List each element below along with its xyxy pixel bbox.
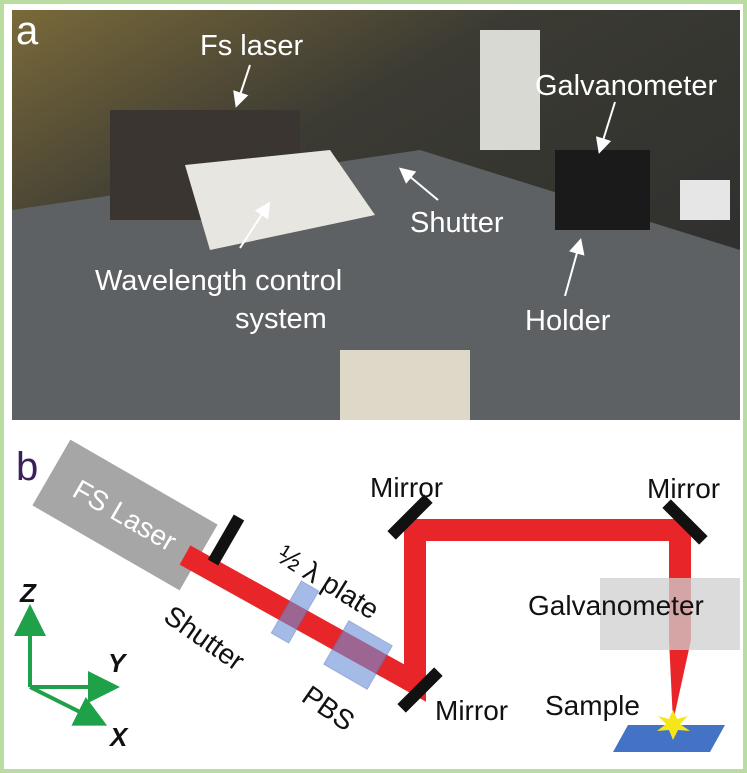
label: Galvanometer xyxy=(535,70,717,102)
axis-label: Y xyxy=(108,648,128,678)
axis-label: Z xyxy=(19,578,37,608)
label: system xyxy=(235,303,327,335)
label: Wavelength control xyxy=(95,265,342,297)
label: Mirror xyxy=(370,472,443,503)
panel-label: a xyxy=(16,9,39,53)
label: Mirror xyxy=(647,473,720,504)
label: Fs laser xyxy=(200,30,303,62)
label: Holder xyxy=(525,305,611,337)
axis-label: X xyxy=(108,722,129,752)
figure: a Fs laser Galvanometer Shutter Waveleng… xyxy=(0,0,747,773)
label: Mirror xyxy=(435,695,508,726)
label: Galvanometer xyxy=(528,590,704,621)
label: Sample xyxy=(545,690,640,721)
label: Shutter xyxy=(410,207,504,239)
page: a Fs laser Galvanometer Shutter Waveleng… xyxy=(0,0,747,773)
panel-label: b xyxy=(16,445,38,489)
